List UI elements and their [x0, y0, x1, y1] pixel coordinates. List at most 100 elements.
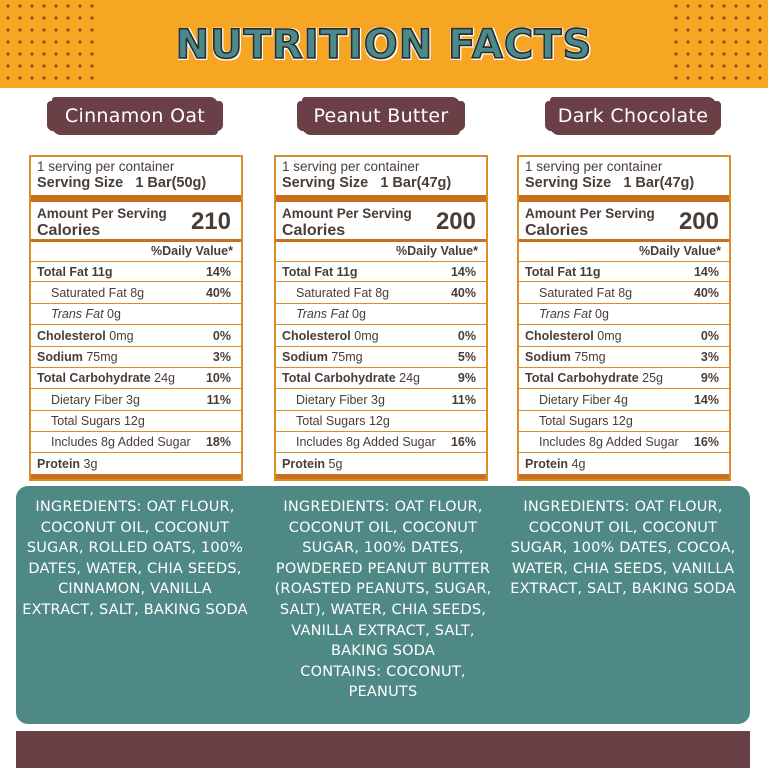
servings-per-container: 1 serving per container [525, 159, 663, 174]
row-cholesterol: Cholesterol 0mg 0% [31, 326, 241, 347]
sodium-pct: 3% [700, 350, 719, 364]
bottom-divider [519, 474, 729, 479]
sugars-label: Total Sugars 12g [539, 414, 633, 428]
serving-size-label: Serving Size [282, 175, 369, 191]
product-name-peanut-butter: Peanut Butter [302, 97, 460, 135]
added-sugar-pct: 16% [693, 435, 719, 449]
sat-fat-label: Saturated Fat 8g [539, 286, 633, 300]
row-trans-fat: Trans Fat 0g [31, 304, 241, 325]
row-sodium: Sodium 75mg 5% [276, 347, 486, 368]
serving-size-row: Serving Size 1 Bar(47g) [282, 175, 451, 191]
nutrition-facts-panel: 1 serving per container Serving Size 1 B… [517, 155, 731, 481]
carb-label: Total Carbohydrate [525, 371, 639, 385]
sat-fat-label: Saturated Fat 8g [51, 286, 145, 300]
page-title: NUTRITION FACTS [175, 21, 593, 69]
total-fat-label: Total Fat 11g [37, 265, 113, 279]
sodium-value: 75mg [86, 350, 118, 364]
carb-value: 24g [154, 371, 176, 385]
cholesterol-pct: 0% [700, 329, 719, 343]
amount-per-serving: Amount Per Serving Calories [282, 205, 412, 239]
total-fat-pct: 14% [693, 265, 719, 279]
sodium-value: 75mg [331, 350, 363, 364]
thick-divider [31, 195, 241, 202]
sodium-pct: 3% [212, 350, 231, 364]
row-added-sugar: Includes 8g Added Sugar 16% [519, 432, 729, 453]
sodium-label: Sodium [37, 350, 83, 364]
sat-fat-pct: 40% [205, 286, 231, 300]
calories-label: Calories [37, 222, 101, 239]
ingredients-text: INGREDIENTS: OAT FLOUR, COCONUT OIL, COC… [22, 499, 248, 618]
row-protein: Protein 3g [31, 454, 241, 475]
sugars-label: Total Sugars 12g [296, 414, 390, 428]
serving-size-value: 1 Bar(50g) [135, 175, 207, 191]
nutrition-facts-panel: 1 serving per container Serving Size 1 B… [29, 155, 243, 481]
daily-value-header: %Daily Value* [151, 244, 233, 258]
cholesterol-value: 0mg [109, 329, 134, 343]
protein-label: Protein [282, 457, 326, 471]
serving-size-row: Serving Size 1 Bar(47g) [525, 175, 694, 191]
total-fat-label: Total Fat 11g [282, 265, 358, 279]
row-sodium: Sodium 75mg 3% [31, 347, 241, 368]
servings-per-container: 1 serving per container [282, 159, 420, 174]
amount-per-serving: Amount Per Serving Calories [525, 205, 655, 239]
added-sugar-label: Includes 8g Added Sugar [296, 435, 436, 449]
row-trans-fat: Trans Fat 0g [276, 304, 486, 325]
fiber-pct: 11% [451, 393, 476, 407]
protein-label: Protein [525, 457, 569, 471]
thick-divider [276, 195, 486, 202]
trans-fat-label: Trans Fat [51, 307, 104, 321]
row-added-sugar: Includes 8g Added Sugar 16% [276, 432, 486, 453]
total-fat-pct: 14% [450, 265, 476, 279]
row-dietary-fiber: Dietary Fiber 4g 14% [519, 390, 729, 411]
ingredients-text: INGREDIENTS: OAT FLOUR, COCONUT OIL, COC… [274, 499, 492, 660]
row-total-fat: Total Fat 11g 14% [276, 261, 486, 282]
row-trans-fat: Trans Fat 0g [519, 304, 729, 325]
cholesterol-label: Cholesterol [37, 329, 106, 343]
fiber-label: Dietary Fiber 3g [51, 393, 140, 407]
row-total-fat: Total Fat 11g 14% [519, 261, 729, 282]
servings-per-container: 1 serving per container [37, 159, 175, 174]
row-dietary-fiber: Dietary Fiber 3g 11% [276, 390, 486, 411]
total-fat-pct: 14% [205, 265, 231, 279]
dot-pattern-right [670, 0, 766, 82]
trans-fat-value: 0g [107, 307, 121, 321]
calories-value: 200 [435, 208, 476, 235]
row-total-carbohydrate: Total Carbohydrate 25g 9% [519, 368, 729, 389]
row-protein: Protein 4g [519, 454, 729, 475]
row-added-sugar: Includes 8g Added Sugar 18% [31, 432, 241, 453]
cholesterol-value: 0mg [597, 329, 622, 343]
row-total-sugars: Total Sugars 12g [31, 411, 241, 432]
fiber-label: Dietary Fiber 4g [539, 393, 628, 407]
ingredients-panel [16, 486, 750, 724]
row-total-sugars: Total Sugars 12g [519, 411, 729, 432]
row-dietary-fiber: Dietary Fiber 3g 11% [31, 390, 241, 411]
row-saturated-fat: Saturated Fat 8g 40% [276, 283, 486, 304]
serving-size-label: Serving Size [37, 175, 124, 191]
calories-label: Calories [282, 222, 346, 239]
serving-size-value: 1 Bar(47g) [380, 175, 452, 191]
row-saturated-fat: Saturated Fat 8g 40% [31, 283, 241, 304]
row-cholesterol: Cholesterol 0mg 0% [519, 326, 729, 347]
protein-value: 3g [83, 457, 98, 471]
trans-fat-label: Trans Fat [539, 307, 592, 321]
serving-size-label: Serving Size [525, 175, 612, 191]
sugars-label: Total Sugars 12g [51, 414, 145, 428]
product-name-cinnamon-oat: Cinnamon Oat [52, 97, 218, 135]
sat-fat-pct: 40% [693, 286, 719, 300]
added-sugar-label: Includes 8g Added Sugar [539, 435, 679, 449]
sodium-pct: 5% [457, 350, 476, 364]
thick-divider [519, 195, 729, 202]
sat-fat-pct: 40% [450, 286, 476, 300]
cholesterol-pct: 0% [457, 329, 476, 343]
sat-fat-label: Saturated Fat 8g [296, 286, 390, 300]
amount-per-serving: Amount Per Serving Calories [37, 205, 167, 239]
sodium-label: Sodium [282, 350, 328, 364]
carb-label: Total Carbohydrate [37, 371, 151, 385]
calories-label: Calories [525, 222, 589, 239]
serving-size-row: Serving Size 1 Bar(50g) [37, 175, 206, 191]
carb-pct: 10% [205, 371, 231, 385]
added-sugar-pct: 18% [205, 435, 231, 449]
medium-divider [276, 239, 486, 242]
row-sodium: Sodium 75mg 3% [519, 347, 729, 368]
serving-size-value: 1 Bar(47g) [623, 175, 695, 191]
